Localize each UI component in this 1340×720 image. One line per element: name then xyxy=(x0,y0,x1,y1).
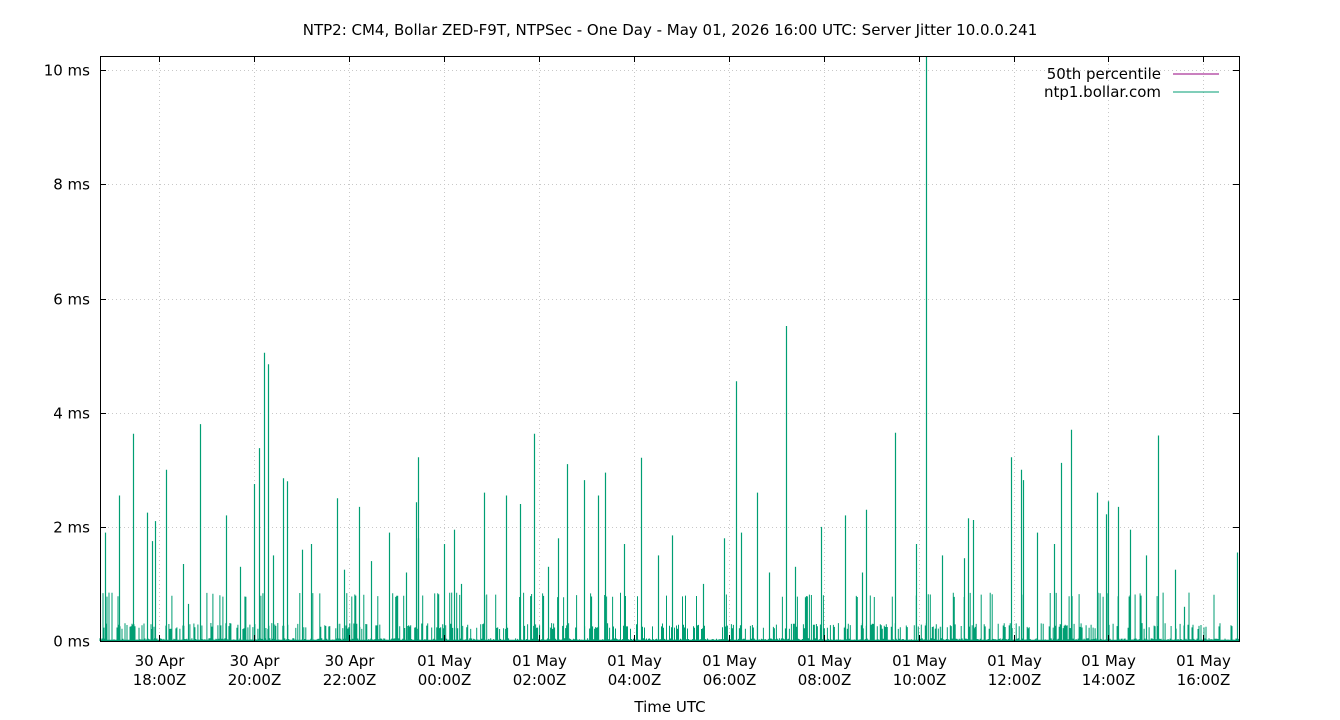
x-tick-label-date: 30 Apr xyxy=(230,652,281,670)
x-tick-label-date: 30 Apr xyxy=(135,652,186,670)
plot-border xyxy=(100,56,1240,642)
chart-title: NTP2: CM4, Bollar ZED-F9T, NTPSec - One … xyxy=(303,21,1038,39)
x-tick-label-date: 01 May xyxy=(1081,652,1136,670)
x-axis-label: Time UTC xyxy=(633,698,705,716)
x-tick-label-date: 30 Apr xyxy=(325,652,376,670)
x-tick-label-date: 01 May xyxy=(607,652,662,670)
y-tick-label: 0 ms xyxy=(53,633,90,651)
grid-lines xyxy=(100,56,1239,641)
x-tick-label-time: 22:00Z xyxy=(323,671,377,689)
y-tick-label: 4 ms xyxy=(53,405,90,423)
x-tick-label-time: 00:00Z xyxy=(418,671,472,689)
legend-label: ntp1.bollar.com xyxy=(1044,83,1161,101)
x-tick-label-time: 08:00Z xyxy=(798,671,852,689)
x-tick-label-time: 06:00Z xyxy=(703,671,757,689)
x-tick-label-time: 02:00Z xyxy=(513,671,567,689)
x-tick-label-time: 20:00Z xyxy=(228,671,282,689)
y-tick-label: 6 ms xyxy=(53,291,90,309)
x-tick-label-date: 01 May xyxy=(512,652,567,670)
y-axis: 0 ms 2 ms 4 ms 6 ms 8 ms 10 ms xyxy=(44,62,1239,651)
x-tick-label-time: 18:00Z xyxy=(133,671,187,689)
jitter-noise-trace xyxy=(99,592,1240,641)
x-tick-label-date: 01 May xyxy=(797,652,852,670)
x-tick-label-time: 14:00Z xyxy=(1082,671,1136,689)
legend-label: 50th percentile xyxy=(1047,65,1161,83)
x-tick-label-date: 01 May xyxy=(987,652,1042,670)
x-tick-label-time: 04:00Z xyxy=(608,671,662,689)
x-tick-label-time: 16:00Z xyxy=(1177,671,1231,689)
x-tick-label-time: 10:00Z xyxy=(893,671,947,689)
x-tick-label-date: 01 May xyxy=(702,652,757,670)
x-tick-label-date: 01 May xyxy=(1176,652,1231,670)
x-tick-label-time: 12:00Z xyxy=(988,671,1042,689)
y-tick-label: 8 ms xyxy=(53,176,90,194)
x-tick-label-date: 01 May xyxy=(417,652,472,670)
x-tick-label-date: 01 May xyxy=(892,652,947,670)
series-layer xyxy=(99,56,1240,642)
y-tick-label: 10 ms xyxy=(44,62,90,80)
y-tick-label: 2 ms xyxy=(53,519,90,537)
